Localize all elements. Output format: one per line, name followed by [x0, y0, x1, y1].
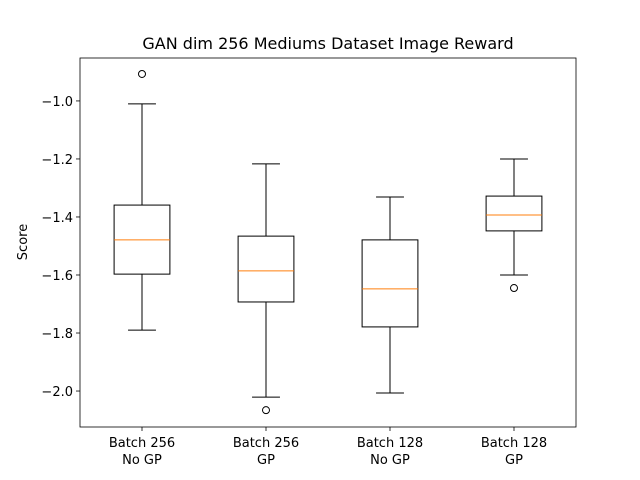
- x-tick-label: Batch 128 No GP: [357, 436, 423, 468]
- box: [485, 195, 543, 232]
- chart-title: GAN dim 256 Mediums Dataset Image Reward: [142, 34, 513, 53]
- box: [361, 239, 419, 328]
- x-tick-label-line: GP: [505, 453, 523, 468]
- plot-frame: [79, 57, 577, 428]
- y-tick-label: −1.2: [41, 153, 73, 168]
- y-tick-label: −2.0: [41, 385, 73, 400]
- x-tick-label-line: Batch 128: [481, 436, 547, 451]
- box: [237, 235, 295, 303]
- y-tick-label: −1.8: [41, 327, 73, 342]
- x-tick-label-line: GP: [257, 453, 275, 468]
- y-tick-label: −1.6: [41, 269, 73, 284]
- x-tick-label-line: Batch 128: [357, 436, 423, 451]
- x-tick-label-line: Batch 256: [109, 436, 175, 451]
- x-tick-label-line: Batch 256: [233, 436, 299, 451]
- x-tick-label: Batch 256 No GP: [109, 436, 175, 468]
- y-tick-label: −1.4: [41, 211, 73, 226]
- x-tick-label: Batch 256 GP: [233, 436, 299, 468]
- y-axis-label: Score: [16, 224, 31, 260]
- y-tick-label: −1.0: [41, 95, 73, 110]
- x-tick-label: Batch 128 GP: [481, 436, 547, 468]
- outlier: [262, 406, 270, 415]
- outlier: [138, 69, 146, 78]
- x-tick-label-line: No GP: [122, 453, 162, 468]
- outlier: [510, 284, 518, 293]
- x-tick-label-line: No GP: [370, 453, 410, 468]
